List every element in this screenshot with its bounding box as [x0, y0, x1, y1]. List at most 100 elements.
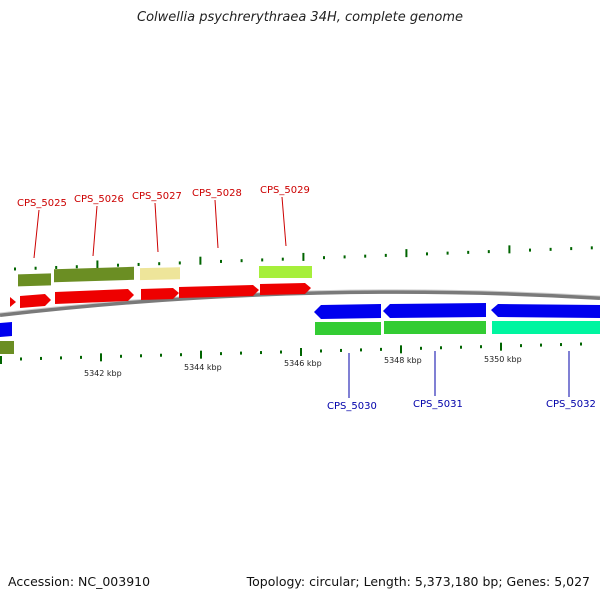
- gene-arrow-cps5027: [141, 288, 179, 300]
- gene-label-cps5026: CPS_5026: [74, 194, 124, 205]
- tick-mark: [380, 347, 382, 351]
- tick-mark: [240, 351, 242, 355]
- scale-label: 5350 kbp: [484, 355, 522, 364]
- gene-label-cps5031: CPS_5031: [413, 399, 463, 410]
- category-bar-cps5026: [54, 266, 134, 283]
- tick-mark: [480, 345, 482, 349]
- tick-mark: [446, 251, 449, 255]
- gene-track-forward: [10, 283, 311, 308]
- tick-mark: [60, 356, 62, 360]
- tick-mark: [220, 352, 222, 356]
- category-track-top: [0, 266, 312, 354]
- tick-mark: [340, 348, 342, 352]
- tick-mark: [14, 267, 16, 271]
- gene-label-cps5025: CPS_5025: [17, 198, 67, 209]
- tick-mark: [343, 255, 346, 259]
- tick-mark: [158, 262, 161, 266]
- genome-summary-text: Topology: circular; Length: 5,373,180 bp…: [246, 574, 590, 589]
- tick-mark: [281, 257, 284, 261]
- category-bar-left-edge: [0, 341, 14, 354]
- gene-arrow-cps5025: [20, 294, 51, 308]
- tick-mark: [570, 247, 573, 251]
- tick-mark: [40, 356, 42, 360]
- tick-mark: [55, 265, 58, 269]
- tick-mark: [302, 252, 305, 261]
- category-bar-cps5029: [259, 266, 312, 278]
- tick-mark: [178, 261, 181, 265]
- category-track-bottom: [315, 321, 600, 335]
- tick-mark: [220, 259, 222, 263]
- accession-text: Accession: NC_003910: [8, 574, 151, 589]
- tick-marks-bottom: [0, 342, 582, 364]
- tick-mark: [160, 353, 162, 357]
- tick-mark: [75, 265, 78, 269]
- tick-mark: [508, 245, 511, 254]
- gene-arrow-partial-left: [10, 297, 16, 307]
- tick-mark: [137, 262, 140, 266]
- category-bar-cps5027: [140, 267, 180, 281]
- category-bar-cps5031: [384, 321, 486, 334]
- gene-label-cps5028: CPS_5028: [192, 188, 242, 199]
- gene-labels-top: CPS_5025 CPS_5026 CPS_5027 CPS_5028 CPS_…: [17, 185, 310, 259]
- scale-label: 5348 kbp: [384, 356, 422, 365]
- tick-mark: [34, 266, 37, 270]
- tick-mark: [20, 357, 22, 361]
- tick-mark: [280, 350, 282, 354]
- tick-mark: [300, 348, 302, 356]
- category-bar-cps5032: [492, 321, 600, 334]
- tick-mark: [200, 350, 202, 359]
- tick-mark: [420, 346, 422, 350]
- scale-label: 5342 kbp: [84, 369, 122, 378]
- tick-mark: [364, 254, 367, 258]
- tick-mark: [323, 256, 325, 260]
- gene-arrow-partial-left-blue: [0, 322, 12, 337]
- gene-arrow-cps5026: [55, 289, 134, 304]
- tick-mark: [426, 252, 428, 256]
- tick-mark: [120, 354, 122, 358]
- category-bar-cps5025: [18, 273, 51, 287]
- tick-mark: [529, 248, 531, 252]
- tick-mark: [261, 258, 264, 262]
- gene-label-cps5032: CPS_5032: [546, 399, 596, 410]
- scale-label: 5344 kbp: [184, 363, 222, 372]
- tick-mark: [100, 353, 102, 362]
- gene-arrow-cps5030: [314, 304, 381, 319]
- gene-label-cps5030: CPS_5030: [327, 401, 377, 412]
- gene-labels-bottom: CPS_5030 CPS_5031 CPS_5032: [327, 351, 596, 412]
- gene-arrow-cps5029: [260, 283, 311, 295]
- gene-arrow-cps5032: [491, 304, 600, 318]
- tick-mark: [440, 346, 442, 350]
- genome-title: Colwellia psychrerythraea 34H, complete …: [137, 10, 463, 25]
- tick-mark: [520, 344, 522, 348]
- tick-mark: [405, 249, 408, 258]
- category-bar-cps5030: [315, 322, 381, 335]
- tick-mark: [384, 253, 387, 257]
- gene-label-cps5029: CPS_5029: [260, 185, 310, 196]
- gene-label-cps5027: CPS_5027: [132, 191, 182, 202]
- gene-arrow-cps5028: [179, 285, 259, 298]
- tick-mark: [590, 246, 593, 250]
- tick-mark: [117, 263, 119, 267]
- scale-label: 5346 kbp: [284, 359, 322, 368]
- tick-mark: [0, 356, 2, 364]
- tick-mark: [580, 342, 582, 346]
- tick-mark: [96, 260, 99, 269]
- tick-mark: [140, 354, 142, 358]
- tick-mark: [80, 355, 82, 359]
- tick-mark: [540, 343, 542, 347]
- tick-marks-top: [14, 245, 593, 271]
- tick-mark: [500, 342, 502, 351]
- tick-mark: [260, 351, 262, 355]
- gene-track-reverse: [0, 303, 600, 337]
- tick-mark: [360, 348, 362, 352]
- scale-labels: 5342 kbp 5344 kbp 5346 kbp 5348 kbp 5350…: [84, 355, 522, 378]
- tick-mark: [487, 250, 490, 254]
- tick-mark: [320, 349, 322, 353]
- tick-mark: [560, 343, 562, 347]
- tick-mark: [467, 250, 470, 254]
- tick-mark: [400, 345, 402, 354]
- tick-mark: [460, 345, 462, 349]
- gene-arrow-cps5031: [383, 303, 486, 318]
- tick-mark: [180, 353, 182, 357]
